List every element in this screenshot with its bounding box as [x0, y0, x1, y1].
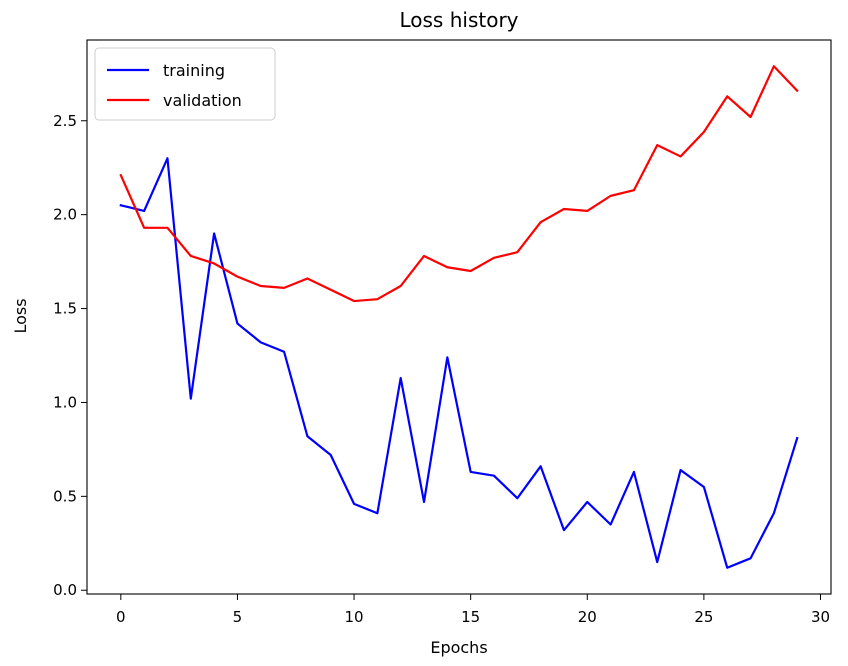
plot-frame	[86, 39, 832, 595]
x-tick-label: 0	[116, 608, 126, 626]
legend-label-training: training	[163, 61, 225, 80]
x-tick-label: 5	[233, 608, 243, 626]
y-tick-label: 1.0	[53, 393, 77, 411]
y-tick-label: 2.0	[53, 206, 77, 224]
series-line-training	[119, 157, 799, 569]
x-tick-label: 15	[461, 608, 480, 626]
x-tick-label: 10	[345, 608, 364, 626]
series-line-validation	[119, 65, 799, 303]
plot-area: 0 5 10 15 20 25 30 0.0 0.5 1.0 1.5 2.0 2.5	[53, 39, 832, 626]
legend: training validation	[94, 47, 276, 121]
x-tick-label: 20	[578, 608, 597, 626]
y-tick-label: 0.0	[53, 581, 77, 599]
x-tick-label: 30	[811, 608, 830, 626]
y-axis-label: Loss	[11, 298, 30, 333]
chart-title: Loss history	[399, 8, 518, 32]
x-tick-label: 25	[694, 608, 713, 626]
legend-label-validation: validation	[163, 91, 242, 110]
y-tick-label: 1.5	[53, 300, 77, 318]
x-axis-label: Epochs	[430, 638, 487, 657]
y-tick-label: 2.5	[53, 112, 77, 130]
legend-box	[94, 47, 276, 121]
y-tick-label: 0.5	[53, 487, 77, 505]
